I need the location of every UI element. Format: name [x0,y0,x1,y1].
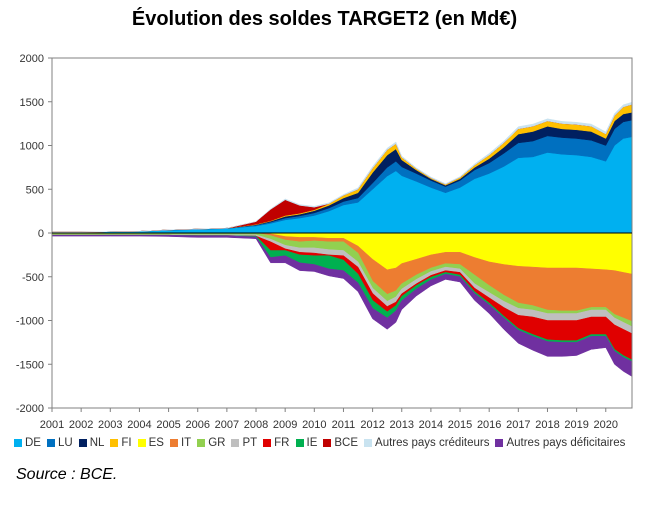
legend-label: ES [148,437,164,449]
legend-item: LU [46,437,73,449]
legend-item: Autres pays créditeurs [364,437,489,449]
x-tick-label: 2019 [564,419,588,431]
x-tick-label: 2013 [390,419,414,431]
legend-label: Autres pays déficitaires [506,437,626,449]
y-tick-label: 0 [38,228,44,240]
x-tick-label: 2015 [448,419,472,431]
legend-item: ES [137,437,164,449]
x-tick-label: 2009 [273,419,297,431]
legend-label: FI [121,437,132,449]
x-tick-label: 2011 [332,419,356,431]
legend-item: DE [14,437,41,449]
legend-item: BCE [323,437,358,449]
legend-swatch [364,439,373,447]
legend-item: FI [110,437,132,449]
legend-item: IE [295,437,318,449]
legend: DE LU NL FI ES IT GR PT FR IE BCE Autres pays crédi… [14,437,644,449]
chart-title: Évolution des soldes TARGET2 (en Md€) [131,8,518,30]
x-tick-label: 2002 [69,419,93,431]
legend-swatch [231,439,240,447]
x-tick-label: 2017 [506,419,530,431]
legend-label: BCE [334,437,359,449]
legend-swatch [169,439,178,447]
chart-areas [51,101,633,377]
legend-item: GR [197,437,225,449]
legend-swatch [110,439,119,447]
x-tick-label: 2006 [185,419,209,431]
legend-label: Autres pays créditeurs [375,437,490,449]
y-tick-label: -1500 [16,359,44,371]
legend-item: NL [78,437,105,449]
legend-swatch [295,439,304,447]
x-tick-label: 2008 [244,419,268,431]
x-tick-label: 2007 [215,419,239,431]
x-tick-label: 2020 [594,419,618,431]
x-tick-label: 2016 [477,419,501,431]
x-tick-label: 2010 [302,419,326,431]
x-tick-label: 2014 [419,419,443,431]
y-tick-label: 1000 [20,141,44,153]
legend-swatch [78,439,87,447]
legend-label: IE [306,437,318,449]
legend-swatch [495,439,504,447]
source-note: Source : BCE. [16,466,118,483]
y-tick-label: 500 [26,184,44,196]
y-tick-label: 2000 [20,53,44,65]
legend-swatch [323,439,332,447]
legend-label: GR [208,437,226,449]
x-tick-label: 2005 [156,419,180,431]
legend-label: NL [89,437,105,449]
legend-swatch [263,439,272,447]
y-tick-label: -1000 [16,316,44,328]
legend-label: PT [242,437,258,449]
legend-label: FR [274,437,290,449]
legend-swatch [197,439,206,447]
x-tick-label: 2012 [360,419,384,431]
x-tick-label: 2004 [127,419,151,431]
x-tick-label: 2018 [535,419,559,431]
y-tick-label: -500 [22,272,44,284]
legend-label: DE [25,437,41,449]
legend-swatch [137,439,146,447]
x-tick-label: 2003 [98,419,122,431]
x-axis: 2001 2002 2003 2004 2005 2006 2007 2008 2009 2010… [40,408,618,431]
stacked-area-chart: 2000 1500 1000 500 0 -500 -1000 -1500 -2000 2001… [16,53,633,431]
legend-label: IT [180,437,192,449]
legend-label: LU [57,437,73,449]
legend-item: IT [169,437,192,449]
y-tick-label: -2000 [16,403,44,415]
legend-item: PT [231,437,257,449]
legend-item: Autres pays déficitaires [495,437,625,449]
legend-item: FR [263,437,290,449]
legend-swatch [14,439,22,447]
y-axis: 2000 1500 1000 500 0 -500 -1000 -1500 -2000 [16,53,52,415]
x-tick-label: 2001 [40,419,64,431]
y-tick-label: 1500 [20,97,44,109]
legend-swatch [46,439,55,447]
